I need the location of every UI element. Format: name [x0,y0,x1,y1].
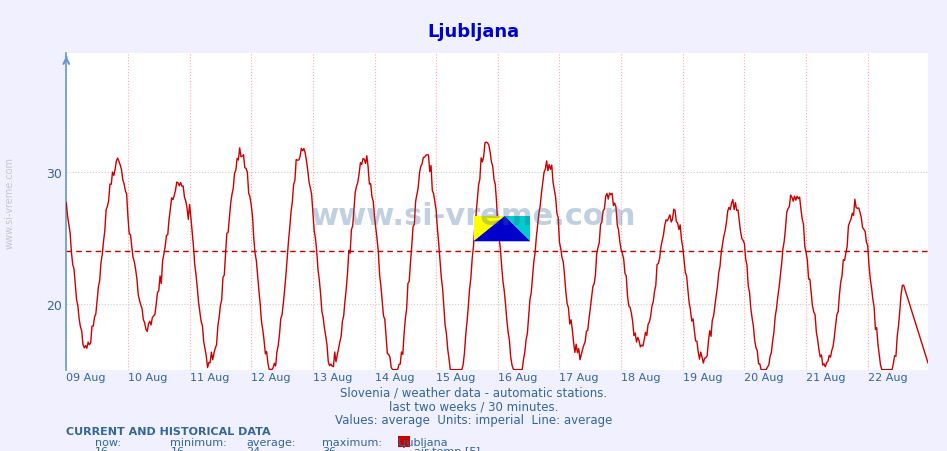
Text: www.si-vreme.com: www.si-vreme.com [5,157,15,249]
Text: air temp.[F]: air temp.[F] [414,446,480,451]
Text: minimum:: minimum: [170,437,227,447]
Polygon shape [505,216,530,242]
Text: average:: average: [246,437,295,447]
Text: last two weeks / 30 minutes.: last two weeks / 30 minutes. [389,399,558,412]
Text: Slovenia / weather data - automatic stations.: Slovenia / weather data - automatic stat… [340,386,607,399]
Text: Ljubljana: Ljubljana [427,23,520,41]
Text: 16: 16 [170,446,185,451]
Text: Values: average  Units: imperial  Line: average: Values: average Units: imperial Line: av… [335,413,612,426]
Text: 36: 36 [322,446,336,451]
Text: maximum:: maximum: [322,437,382,447]
Text: 24: 24 [246,446,260,451]
Polygon shape [474,216,505,242]
Text: 16: 16 [95,446,109,451]
Text: CURRENT AND HISTORICAL DATA: CURRENT AND HISTORICAL DATA [66,426,271,436]
Polygon shape [474,216,530,242]
Text: www.si-vreme.com: www.si-vreme.com [311,202,636,231]
Text: Ljubljana: Ljubljana [398,437,448,447]
Text: now:: now: [95,437,120,447]
